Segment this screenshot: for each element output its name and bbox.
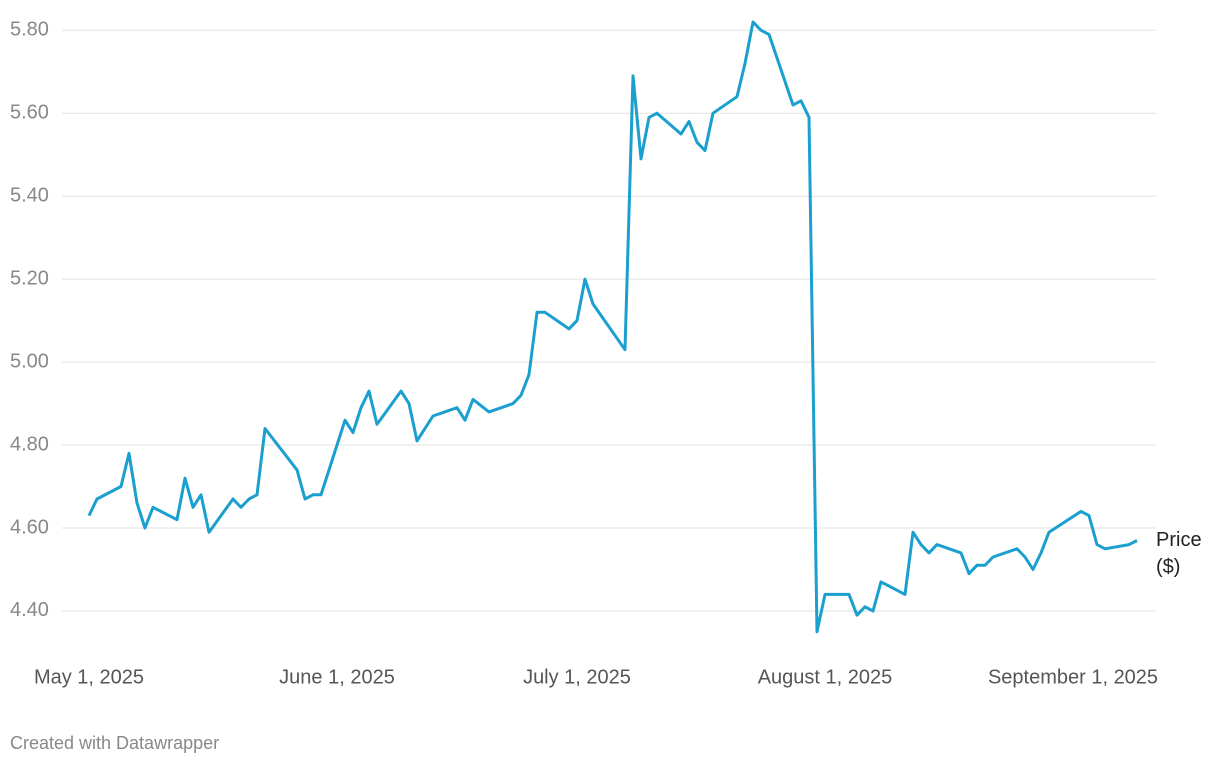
x-tick-label: May 1, 2025 xyxy=(34,666,144,688)
x-tick-label: July 1, 2025 xyxy=(523,666,631,688)
y-tick-label: 5.80 xyxy=(10,19,49,41)
y-tick-label: 5.00 xyxy=(10,350,49,372)
credit: Created with Datawrapper xyxy=(10,733,220,753)
y-tick-label: 5.20 xyxy=(10,267,49,289)
y-tick-label: 5.40 xyxy=(10,184,49,206)
y-tick-label: 4.60 xyxy=(10,516,49,538)
series-label: Price ($) xyxy=(1156,529,1202,578)
y-tick-label: 4.80 xyxy=(10,433,49,455)
y-tick-label: 5.60 xyxy=(10,102,49,124)
y-tick-label: 4.40 xyxy=(10,599,49,621)
x-tick-label: August 1, 2025 xyxy=(758,666,893,688)
x-tick-label: September 1, 2025 xyxy=(988,666,1158,688)
price-line xyxy=(87,20,1138,634)
x-tick-label: June 1, 2025 xyxy=(279,666,395,688)
